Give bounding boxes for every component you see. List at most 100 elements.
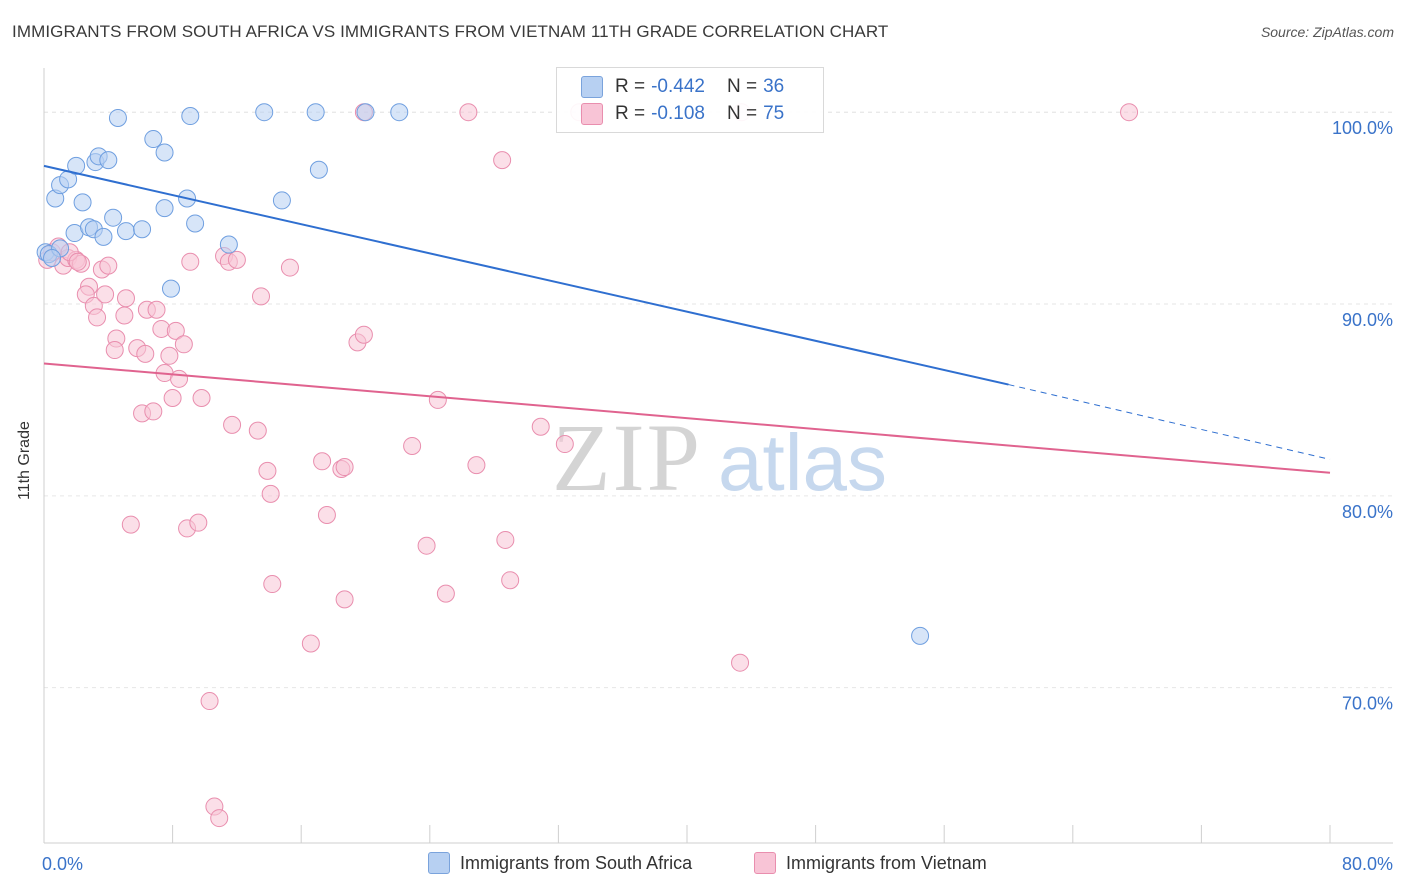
watermark-zip: ZIP bbox=[552, 404, 702, 511]
chart-title: IMMIGRANTS FROM SOUTH AFRICA VS IMMIGRAN… bbox=[12, 22, 889, 41]
south-africa-point bbox=[67, 156, 86, 175]
south-africa-swatch bbox=[428, 852, 450, 874]
vietnam-point bbox=[467, 456, 486, 475]
vietnam-point bbox=[258, 461, 277, 480]
vietnam-point bbox=[317, 506, 336, 525]
vietnam-point bbox=[88, 308, 107, 327]
n-value: 36 bbox=[763, 76, 785, 97]
south-africa-point bbox=[186, 214, 205, 233]
x-tick-label: 80.0% bbox=[1342, 854, 1393, 874]
y-tick-label: 100.0% bbox=[1332, 118, 1393, 138]
legend-label: Immigrants from South Africa bbox=[460, 852, 693, 873]
trend-lines bbox=[43, 164, 1331, 474]
vietnam-point bbox=[428, 390, 447, 409]
vietnam-point bbox=[555, 435, 574, 454]
vietnam-point bbox=[335, 590, 354, 609]
series-legend: Immigrants from South Africa Immigrants … bbox=[0, 852, 1406, 878]
vietnam-point bbox=[335, 458, 354, 477]
vietnam-point bbox=[417, 536, 436, 555]
vietnam-point bbox=[192, 388, 211, 407]
n-label: N = bbox=[726, 76, 758, 97]
stats-row-vietnam: R = -0.108 N = 75 bbox=[581, 101, 784, 127]
vietnam-point bbox=[301, 634, 320, 653]
south-africa-point bbox=[306, 103, 325, 122]
n-label: N = bbox=[726, 103, 758, 124]
vietnam-point bbox=[501, 571, 520, 590]
vietnam-point bbox=[248, 421, 267, 440]
y-tick-label: 80.0% bbox=[1342, 502, 1393, 522]
south-africa-point bbox=[104, 208, 123, 227]
vietnam-swatch bbox=[754, 852, 776, 874]
south-africa-trend-line bbox=[43, 164, 1009, 386]
vietnam-point bbox=[121, 515, 140, 534]
south-africa-point bbox=[309, 160, 328, 179]
vietnam-point bbox=[166, 321, 185, 340]
vietnam-point bbox=[105, 341, 124, 360]
south-africa-point bbox=[272, 191, 291, 210]
legend-item-south-africa[interactable]: Immigrants from South Africa bbox=[428, 852, 692, 874]
source-note: Source: ZipAtlas.com bbox=[1260, 24, 1394, 40]
vietnam-point bbox=[354, 325, 373, 344]
stats-legend: R = -0.442 N = 36 R = -0.108 N = 75 bbox=[556, 67, 824, 133]
south-africa-points bbox=[36, 103, 930, 645]
south-africa-point bbox=[99, 151, 118, 170]
vietnam-point bbox=[210, 809, 229, 828]
y-tick-label: 90.0% bbox=[1342, 310, 1393, 330]
y-tick-label: 70.0% bbox=[1342, 694, 1393, 714]
gridlines bbox=[44, 111, 1393, 689]
vietnam-point bbox=[170, 369, 189, 388]
vietnam-point bbox=[189, 513, 208, 532]
vietnam-point bbox=[181, 252, 200, 271]
vietnam-point bbox=[136, 344, 155, 363]
vietnam-point bbox=[263, 575, 282, 594]
vietnam-point bbox=[147, 300, 166, 319]
south-africa-swatch bbox=[581, 76, 603, 98]
vietnam-point bbox=[459, 103, 478, 122]
vietnam-point bbox=[280, 258, 299, 277]
vietnam-point bbox=[496, 530, 515, 549]
south-africa-point bbox=[219, 235, 238, 254]
south-africa-point bbox=[390, 103, 409, 122]
n-value: 75 bbox=[763, 103, 785, 124]
x-tick-label: 0.0% bbox=[42, 854, 83, 874]
vietnam-point bbox=[223, 415, 242, 434]
south-africa-point bbox=[116, 222, 135, 241]
tick-labels: 70.0% 80.0% 90.0% 100.0% 0.0% 80.0% bbox=[42, 118, 1393, 874]
south-africa-point bbox=[255, 103, 274, 122]
r-value: -0.442 bbox=[651, 76, 705, 97]
vietnam-point bbox=[252, 287, 271, 306]
south-africa-point bbox=[155, 199, 174, 218]
vietnam-point bbox=[174, 335, 193, 354]
vietnam-point bbox=[163, 388, 182, 407]
vietnam-point bbox=[116, 289, 135, 308]
vietnam-point bbox=[160, 346, 179, 365]
vietnam-point bbox=[493, 151, 512, 170]
vietnam-point bbox=[403, 436, 422, 455]
vietnam-point bbox=[99, 256, 118, 275]
vietnam-point bbox=[531, 417, 550, 436]
south-africa-point bbox=[73, 193, 92, 212]
vietnam-point bbox=[227, 250, 246, 269]
watermark-atlas: atlas bbox=[718, 418, 887, 507]
legend-item-vietnam[interactable]: Immigrants from Vietnam bbox=[754, 852, 987, 874]
vietnam-point bbox=[68, 252, 87, 271]
vietnam-point bbox=[115, 306, 134, 325]
south-africa-point bbox=[356, 103, 375, 122]
vietnam-point bbox=[313, 452, 332, 471]
south-africa-point bbox=[911, 626, 930, 645]
south-africa-point bbox=[43, 248, 62, 267]
r-label: R = bbox=[615, 76, 646, 97]
south-africa-point bbox=[108, 108, 127, 127]
south-africa-point bbox=[181, 107, 200, 126]
south-africa-point bbox=[144, 130, 163, 149]
vietnam-point bbox=[436, 584, 455, 603]
r-label: R = bbox=[615, 103, 646, 124]
legend-label: Immigrants from Vietnam bbox=[786, 852, 987, 873]
vietnam-point bbox=[1120, 103, 1139, 122]
vietnam-point bbox=[144, 402, 163, 421]
vietnam-trend-line bbox=[43, 362, 1331, 474]
vietnam-point bbox=[96, 285, 115, 304]
south-africa-point bbox=[94, 227, 113, 246]
vietnam-point bbox=[200, 692, 219, 711]
